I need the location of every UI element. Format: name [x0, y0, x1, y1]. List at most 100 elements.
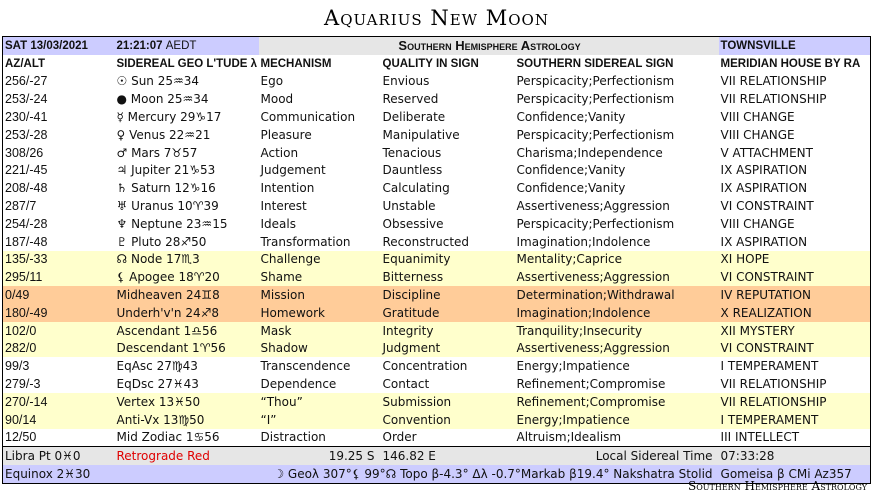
cell-body: ♆ Neptune 23♒15: [116, 216, 228, 231]
page-title: Aquarius New Moon: [324, 6, 549, 30]
cell-sign: Perspicacity;Perfectionism: [516, 216, 675, 231]
cell-azalt: 279/-3: [5, 377, 41, 392]
cell-azalt: 221/-45: [5, 163, 48, 178]
cell-quality: Bitterness: [382, 270, 444, 285]
cell-house: III INTELLECT: [720, 430, 800, 445]
table-row: 287/7 ♅ Uranus 10♈39 Interest Unstable Asser…: [3, 197, 871, 215]
cell-sign: Imagination;Indolence: [516, 234, 651, 249]
cell-body: Underh'v'n 24♐8: [116, 305, 220, 320]
cell-quality: Judgment: [382, 341, 441, 356]
cell-house: X REALIZATION: [720, 305, 812, 320]
cell-quality: Integrity: [382, 323, 434, 338]
cell-body: EqDsc 27♓43: [116, 377, 199, 392]
cell-body: ☉ Sun 25♒34: [116, 74, 200, 89]
cell-azalt: 287/7: [5, 199, 37, 214]
libra-point: Libra Pt 0♓0: [2, 446, 115, 466]
cell-house: VI CONSTRAINT: [720, 341, 814, 356]
cell-body: Midheaven 24♊8: [116, 288, 220, 303]
cell-sign: Mentality;Caprice: [516, 252, 623, 267]
cell-quality: Obsessive: [382, 216, 444, 231]
cell-quality: Gratitude: [382, 305, 440, 320]
table-row: 180/-49 Underh'v'n 24♐8 Homework Gratitude I…: [2, 303, 871, 322]
cell-house: VII RELATIONSHIP: [720, 377, 827, 392]
cell-body: ♃ Jupiter 21♑53: [116, 163, 216, 178]
table-row: 99/3 EqAsc 27♍43 Transcendence Concentratio…: [3, 357, 871, 375]
cell-quality: Dauntless: [382, 163, 443, 178]
cell-body: ☊ Node 17♏3: [116, 252, 200, 267]
lst-label: Local Sidereal Time: [514, 446, 719, 466]
cell-body: EqAsc 27♍43: [116, 359, 198, 374]
time: 21:21:07 AEDT: [114, 36, 259, 55]
summary-row: Libra Pt 0♓0 Retrograde Red 19.25 S 146.…: [2, 446, 871, 466]
cell-body: ♅ Uranus 10♈39: [116, 199, 219, 214]
chart-table: SAT 13/03/2021 21:21:07 AEDT Southern He…: [2, 36, 871, 484]
cell-body: ♄ Saturn 12♑16: [116, 181, 216, 196]
cell-house: VIII CHANGE: [720, 216, 795, 231]
cell-house: VII RELATIONSHIP: [720, 74, 827, 89]
cell-azalt: 187/-48: [5, 234, 48, 249]
cell-sign: Perspicacity;Perfectionism: [516, 92, 675, 107]
cell-house: I TEMPERAMENT: [720, 412, 819, 427]
date: SAT 13/03/2021: [2, 36, 115, 55]
cell-body: Ascendant 1♎56: [116, 323, 218, 338]
cell-quality: Unstable: [382, 199, 436, 214]
cell-sign: Perspicacity;Perfectionism: [516, 127, 675, 142]
cell-body: Mid Zodiac 1♋56: [116, 430, 220, 445]
cell-azalt: 253/-24: [5, 92, 48, 107]
col-quality: QUALITY IN SIGN: [382, 57, 479, 70]
cell-azalt: 253/-28: [5, 127, 48, 142]
location: TOWNSVILLE: [718, 36, 871, 55]
cell-body: ● Moon 25♒34: [116, 92, 209, 107]
cell-body: ☿ Mercury 29♑17: [116, 110, 222, 125]
cell-mech: Communication: [260, 110, 356, 125]
longitude: 146.82 E: [380, 446, 515, 466]
cell-body: Vertex 13♓50: [116, 394, 201, 409]
cell-sign: Refinement;Compromise: [516, 377, 666, 392]
cell-house: VI CONSTRAINT: [720, 270, 814, 285]
table-row: 0/49 Midheaven 24♊8 Mission Discipline Deter…: [2, 286, 871, 304]
cell-mech: Intention: [260, 181, 315, 196]
table-row: 221/-45 ♃ Jupiter 21♑53 Judgement Dauntless…: [3, 162, 871, 180]
cell-azalt: 102/0: [5, 323, 37, 338]
cell-house: I TEMPERAMENT: [720, 359, 819, 374]
cell-body: Descendant 1♈56: [116, 341, 226, 356]
cell-quality: Contact: [382, 377, 430, 392]
cell-mech: Action: [260, 145, 299, 160]
moon-info: ☽ Geoλ 307°⚸ 99°☊ Topo β-4.3° Δλ -0.7°Ma…: [273, 467, 713, 482]
cell-sign: Confidence;Vanity: [516, 110, 626, 125]
table-row: 230/-41 ☿ Mercury 29♑17 Communication Delib…: [3, 108, 871, 126]
cell-azalt: 295/11: [5, 270, 43, 285]
table-row: 253/-28 ♀ Venus 22♒21 Pleasure Manipulative…: [3, 126, 871, 144]
cell-azalt: 282/0: [5, 341, 37, 356]
cell-azalt: 12/50: [5, 430, 37, 445]
cell-mech: Transcendence: [260, 359, 351, 374]
cell-mech: Distraction: [260, 430, 326, 445]
cell-sign: Energy;Impatience: [516, 412, 630, 427]
cell-mech: Mood: [260, 92, 294, 107]
table-row: 12/50 Mid Zodiac 1♋56 Distraction Order Altr…: [3, 429, 871, 447]
cell-quality: Submission: [382, 394, 452, 409]
cell-body: ♇ Pluto 28♐50: [116, 234, 207, 249]
cell-mech: Mask: [260, 323, 292, 338]
cell-quality: Tenacious: [382, 145, 442, 160]
cell-azalt: 99/3: [5, 359, 30, 374]
cell-mech: Homework: [260, 305, 325, 320]
cell-sign: Assertiveness;Aggression: [516, 341, 670, 356]
cell-mech: “I”: [260, 412, 277, 427]
cell-sign: Energy;Impatience: [516, 359, 630, 374]
cell-sign: Assertiveness;Aggression: [516, 199, 670, 214]
cell-house: V ATTACHMENT: [720, 145, 813, 160]
cell-azalt: 254/-28: [5, 216, 48, 231]
footer-brand: Southern Hemisphere Astrology: [688, 479, 867, 493]
col-sign: SOUTHERN SIDEREAL SIGN: [516, 57, 674, 70]
cell-mech: Challenge: [260, 252, 321, 267]
cell-azalt: 308/26: [5, 145, 44, 160]
column-headers: AZ/ALT SIDEREAL GEO L'TUDE λ MECHANISM Q…: [3, 55, 871, 73]
cell-quality: Manipulative: [382, 127, 460, 142]
table-row: 308/26 ♂ Mars 7♉57 Action Tenacious Charisma…: [3, 144, 871, 162]
equinox-row: Equinox 2♓30 ☽ Geoλ 307°⚸ 99°☊ Topo β-4.…: [2, 465, 871, 484]
cell-sign: Determination;Withdrawal: [516, 288, 675, 303]
cell-azalt: 0/49: [5, 288, 30, 303]
banner: Southern Hemisphere Astrology: [258, 36, 719, 55]
cell-quality: Envious: [382, 74, 430, 89]
